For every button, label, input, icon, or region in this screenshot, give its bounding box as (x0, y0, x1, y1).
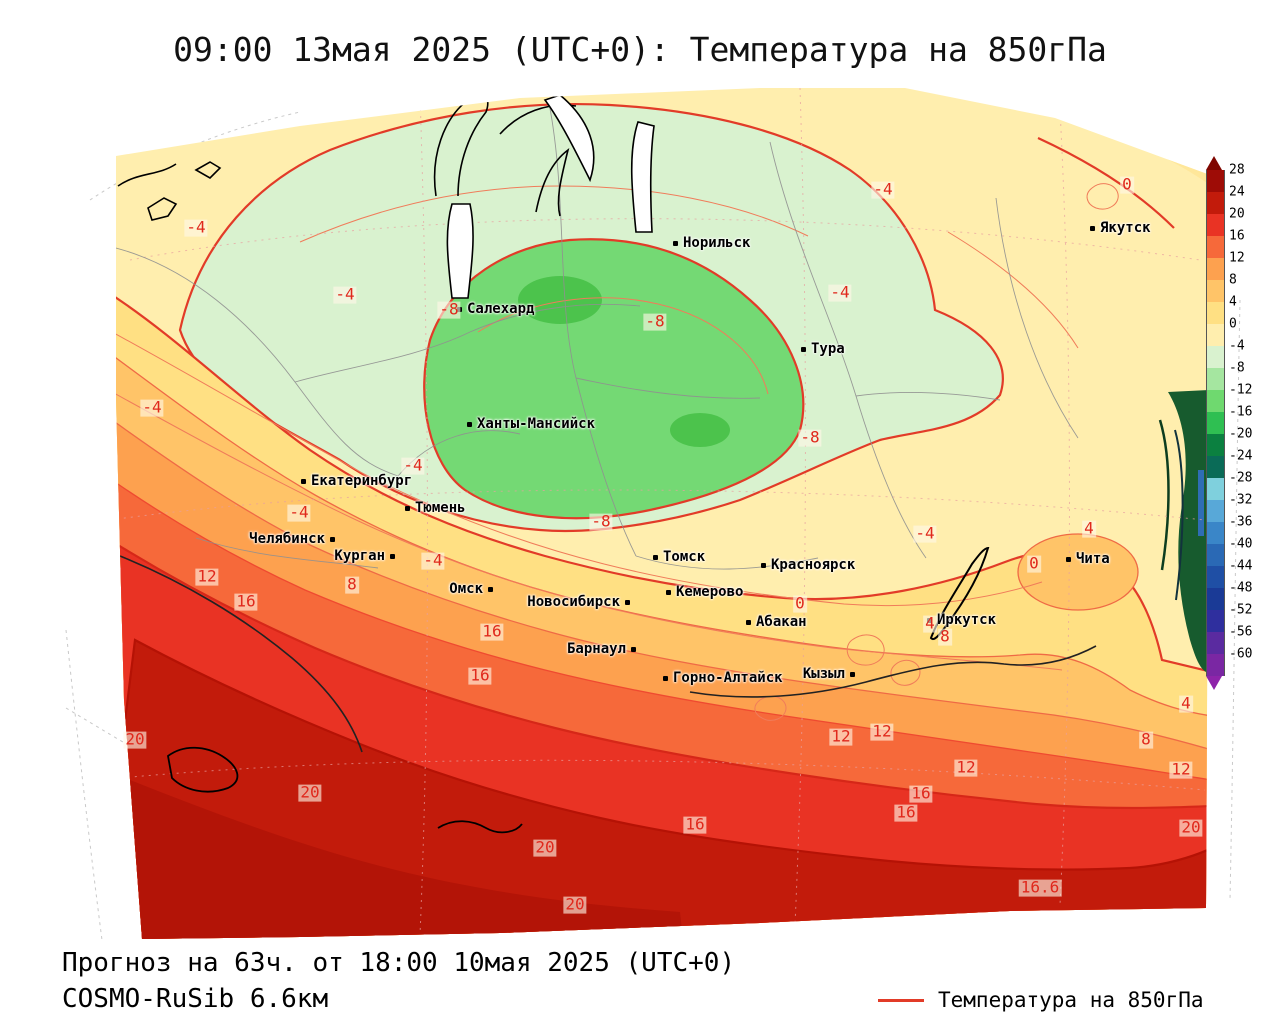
lake-baikal (929, 546, 990, 640)
coastlines (117, 94, 655, 299)
colorbar-tick-label: 20 (1229, 206, 1245, 222)
colorbar-tick-label: -56 (1229, 624, 1253, 640)
model-text: COSMO-RuSib 6.6км (62, 984, 329, 1014)
colorbar-segment (1206, 258, 1225, 280)
lakes (167, 546, 990, 834)
colorbar-tick-label: 24 (1229, 184, 1245, 200)
colorbar-segment (1206, 588, 1225, 610)
lake-south (437, 820, 523, 834)
colorbar-tick-label: 28 (1229, 162, 1245, 178)
colorbar-segment (1206, 434, 1225, 456)
colorbar-segment (1206, 412, 1225, 434)
map-title: 09:00 13мая 2025 (UTC+0): Температура на… (173, 30, 1107, 69)
legend-line-sample (878, 998, 924, 1002)
colorbar-segment (1206, 632, 1225, 654)
colorbar-tick-label: -16 (1229, 404, 1253, 420)
colorbar-segment (1206, 368, 1225, 390)
temperature-field (116, 88, 1210, 939)
colorbar-tick-label: 0 (1229, 316, 1237, 332)
national-borders (119, 555, 1097, 753)
colorbar-segment (1206, 214, 1225, 236)
colorbar-segment (1206, 280, 1225, 302)
colorbar-segment (1206, 654, 1225, 676)
colorbar-tick-label: 12 (1229, 250, 1245, 266)
colorbar-tick-label: -40 (1229, 536, 1253, 552)
colorbar-segment (1206, 302, 1225, 324)
colorbar-tick-label: -52 (1229, 602, 1253, 618)
graticule-inside (116, 88, 1206, 936)
colorbar-tick-label: -48 (1229, 580, 1253, 596)
colorbar-tick-label: -4 (1229, 338, 1245, 354)
colorbar-segment (1206, 192, 1225, 214)
legend-label: Температура на 850гПа (938, 988, 1204, 1012)
temperature-colorbar (1206, 156, 1225, 690)
graticule-outside (65, 111, 1241, 941)
colorbar-segment (1206, 500, 1225, 522)
colorbar-segment (1206, 478, 1225, 500)
colorbar-segment (1206, 170, 1225, 192)
colorbar-segment (1206, 456, 1225, 478)
colorbar-tick-label: -12 (1229, 382, 1253, 398)
colorbar-segment (1206, 236, 1225, 258)
cold-spot (518, 276, 602, 324)
colorbar-tick-label: -8 (1229, 360, 1245, 376)
contour-0-topright (1037, 137, 1175, 229)
colorbar-segment (1206, 522, 1225, 544)
colorbar-tick-label: -20 (1229, 426, 1253, 442)
colorbar-segment (1206, 544, 1225, 566)
colorbar-tick-label: -60 (1229, 646, 1253, 662)
colorbar-tick-label: 16 (1229, 228, 1245, 244)
colorbar-segment (1206, 610, 1225, 632)
warm-pocket-chita (1017, 533, 1139, 611)
colorbar-segment (1206, 566, 1225, 588)
colorbar-arrow-bottom (1206, 676, 1222, 690)
mountain-cold-streaks (1158, 390, 1210, 672)
colorbar-tick-label: 4 (1229, 294, 1237, 310)
thin-contours (116, 183, 1119, 721)
colorbar-tick-label: -24 (1229, 448, 1253, 464)
forecast-text: Прогноз на 63ч. от 18:00 10мая 2025 (UTC… (62, 948, 736, 978)
colorbar-segment (1206, 390, 1225, 412)
colorbar-tick-label: -36 (1229, 514, 1253, 530)
legend: Температура на 850гПа (878, 988, 1204, 1012)
colorbar-tick-label: 8 (1229, 272, 1237, 288)
colorbar-segment (1206, 346, 1225, 368)
colorbar-segment (1206, 324, 1225, 346)
lake-sw (167, 746, 239, 793)
cold-spot (670, 413, 730, 447)
colorbar-tick-label: -28 (1229, 470, 1253, 486)
colorbar-arrow-top (1206, 156, 1222, 170)
colorbar-tick-label: -32 (1229, 492, 1253, 508)
colorbar-tick-label: -44 (1229, 558, 1253, 574)
band-hot-core (116, 760, 690, 939)
